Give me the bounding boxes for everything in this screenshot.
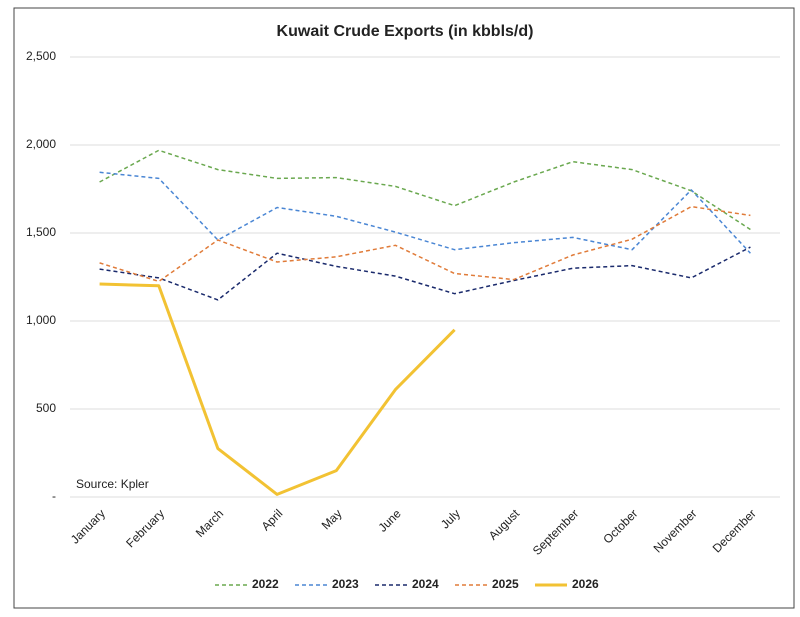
legend-label: 2023	[332, 577, 359, 591]
series-line	[99, 282, 456, 496]
series-line	[99, 171, 751, 254]
series-line	[99, 246, 751, 301]
y-tick-label: 1,000	[26, 313, 56, 327]
series-line	[99, 205, 751, 283]
legend-label: 2025	[492, 577, 519, 591]
legend-label: 2022	[252, 577, 279, 591]
series-line	[99, 149, 751, 231]
y-tick-label: 2,500	[26, 49, 56, 63]
legend-label: 2024	[412, 577, 439, 591]
y-tick-label: 1,500	[26, 225, 56, 239]
y-tick-label: -	[52, 489, 56, 503]
annotation: Source: Kpler	[76, 477, 149, 491]
chart-border	[13, 7, 795, 609]
y-tick-label: 2,000	[26, 137, 56, 151]
y-tick-label: 500	[36, 401, 56, 415]
chart-title: Kuwait Crude Exports (in kbbls/d)	[277, 23, 534, 40]
legend-label: 2026	[572, 577, 599, 591]
